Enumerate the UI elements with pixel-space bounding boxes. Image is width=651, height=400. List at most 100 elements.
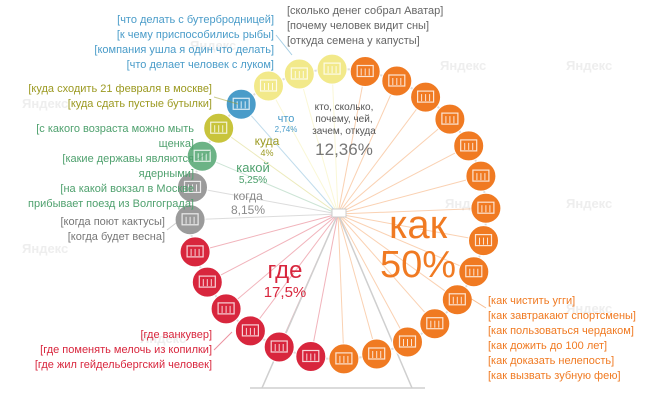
query-what-4: [что делает человек с луком]: [126, 59, 274, 71]
query-how-2: [как завтракают спортсмены]: [488, 310, 636, 322]
yandex-watermark: Яндекс: [22, 96, 68, 111]
wheel-spoke: [337, 207, 486, 215]
label-when-category: когда: [233, 189, 263, 203]
leader-line: [166, 219, 181, 231]
cabin-window: [448, 293, 466, 306]
cabin: [453, 130, 485, 162]
cabin-window: [460, 139, 478, 152]
label-where: где 17,5%: [250, 258, 320, 302]
cabin-window: [417, 90, 435, 103]
label-which: какой 5,25%: [228, 161, 278, 187]
wheel-spoke: [331, 69, 339, 215]
wheel-spoke: [337, 71, 366, 215]
yandex-watermark: Яндекс: [566, 196, 612, 211]
queries-which: [с какого возраста можно мыть щенка] [ка…: [20, 122, 194, 212]
cabin: [434, 103, 466, 135]
wheel-spoke: [192, 186, 339, 215]
cabin-window: [388, 74, 406, 87]
query-who-2: [почему человек видит сны]: [287, 20, 430, 32]
query-how-5: [как доказать нелепость]: [488, 355, 615, 367]
cabin-window: [210, 121, 228, 134]
cabin-window: [232, 97, 250, 110]
wheel-spoke: [225, 213, 339, 310]
query-which-2: [какие державы являются ядерными]: [62, 153, 194, 180]
query-which-1: [с какого возраста можно мыть щенка]: [36, 123, 194, 150]
wheel-spoke: [337, 213, 458, 301]
query-whereto-1: [куда сходить 21 февраля в москве]: [28, 83, 212, 95]
query-what-1: [что делать с бутербродницей]: [117, 14, 274, 26]
wheel-spoke: [190, 213, 339, 221]
queries-who: [сколько денег собрал Аватар] [почему че…: [287, 4, 443, 49]
label-who: кто, сколько, почему, чей, зачем, откуда…: [304, 102, 384, 160]
cabin-window: [356, 64, 374, 78]
query-where-3: [где жил гейдельбергский человек]: [34, 359, 212, 371]
wheel-spoke: [202, 155, 339, 215]
cabin-window: [426, 317, 444, 330]
yandex-watermark: Яндекс: [140, 331, 186, 346]
label-who-category: кто, сколько, почему, чей, зачем, откуда: [312, 102, 376, 137]
cabin: [174, 204, 206, 236]
cabin-window: [241, 324, 259, 337]
query-who-3: [откуда семена у капусты]: [287, 35, 420, 47]
cabin: [191, 266, 223, 298]
cabin-window: [290, 67, 308, 80]
query-how-4: [как дожить до 100 лет]: [488, 340, 608, 352]
cabin-window: [472, 169, 490, 182]
cabin-window: [323, 62, 341, 75]
wheel-spoke: [337, 213, 484, 242]
yandex-watermark: Яндекс: [22, 241, 68, 256]
wheel-spoke: [337, 213, 378, 355]
query-when-2: [когда будет весна]: [67, 231, 165, 243]
wheel-spoke: [298, 73, 339, 215]
label-how: как 50%: [368, 205, 468, 285]
query-whereto-2: [куда сдать пустые бутылки]: [67, 98, 212, 110]
query-how-1: [как чистить угги]: [488, 295, 576, 307]
leader-line: [469, 297, 487, 309]
query-when-1: [когда поют кактусы]: [60, 216, 165, 228]
query-how-3: [как пользоваться чердаком]: [488, 325, 634, 337]
wheel-spoke: [337, 213, 474, 273]
cabin: [328, 343, 360, 375]
label-which-category: какой: [236, 160, 270, 175]
query-where-2: [где поменять мелочь из копилки]: [40, 344, 212, 356]
yandex-watermark: Яндекс: [566, 58, 612, 73]
wheel-spoke: [207, 213, 339, 283]
cabin: [253, 70, 284, 102]
cabin-window: [270, 340, 288, 353]
cabin: [263, 331, 295, 363]
yandex-watermark: Яндекс: [566, 301, 612, 316]
cabin: [361, 338, 393, 370]
cabin-window: [217, 302, 235, 315]
yandex-watermark: Яндекс: [440, 58, 486, 73]
wheel-spoke: [337, 213, 345, 359]
wheel-spoke: [337, 145, 469, 215]
cabin: [392, 326, 423, 358]
queries-how: [как чистить угги] [как завтракают спорт…: [488, 294, 636, 384]
cabin: [179, 236, 211, 268]
watermark-layer: Яндекс Яндекс Яндекс Яндекс Яндекс Яндекс Янде…: [22, 38, 612, 346]
queries-whereto: [куда сходить 21 февраля в москве] [куда…: [20, 82, 212, 112]
cabin: [349, 56, 381, 87]
cabin-window: [477, 201, 495, 214]
cabin-window: [398, 335, 417, 348]
cabin: [441, 284, 473, 316]
leader-line: [213, 96, 239, 105]
query-what-2: [к чему приспособились рыбы]: [116, 29, 274, 41]
query-where-1: [где ванкувер]: [140, 329, 212, 341]
leader-line: [213, 331, 233, 351]
wheel-spoke: [240, 103, 339, 215]
cabin: [283, 58, 315, 90]
cabin-window: [181, 213, 199, 226]
wheel-cabins: [174, 53, 502, 375]
label-whereto-value: 4%: [260, 148, 274, 158]
wheel-spoke: [337, 118, 451, 215]
cabin: [225, 88, 257, 120]
label-what-value: 2,74%: [274, 125, 298, 134]
cabin-window: [302, 349, 320, 363]
cabin-window: [259, 79, 278, 92]
query-what-3: [компания ушла я один что делать]: [94, 44, 274, 56]
leader-line: [195, 149, 213, 161]
leader-line: [275, 34, 293, 56]
label-when-value: 8,15%: [230, 203, 266, 217]
